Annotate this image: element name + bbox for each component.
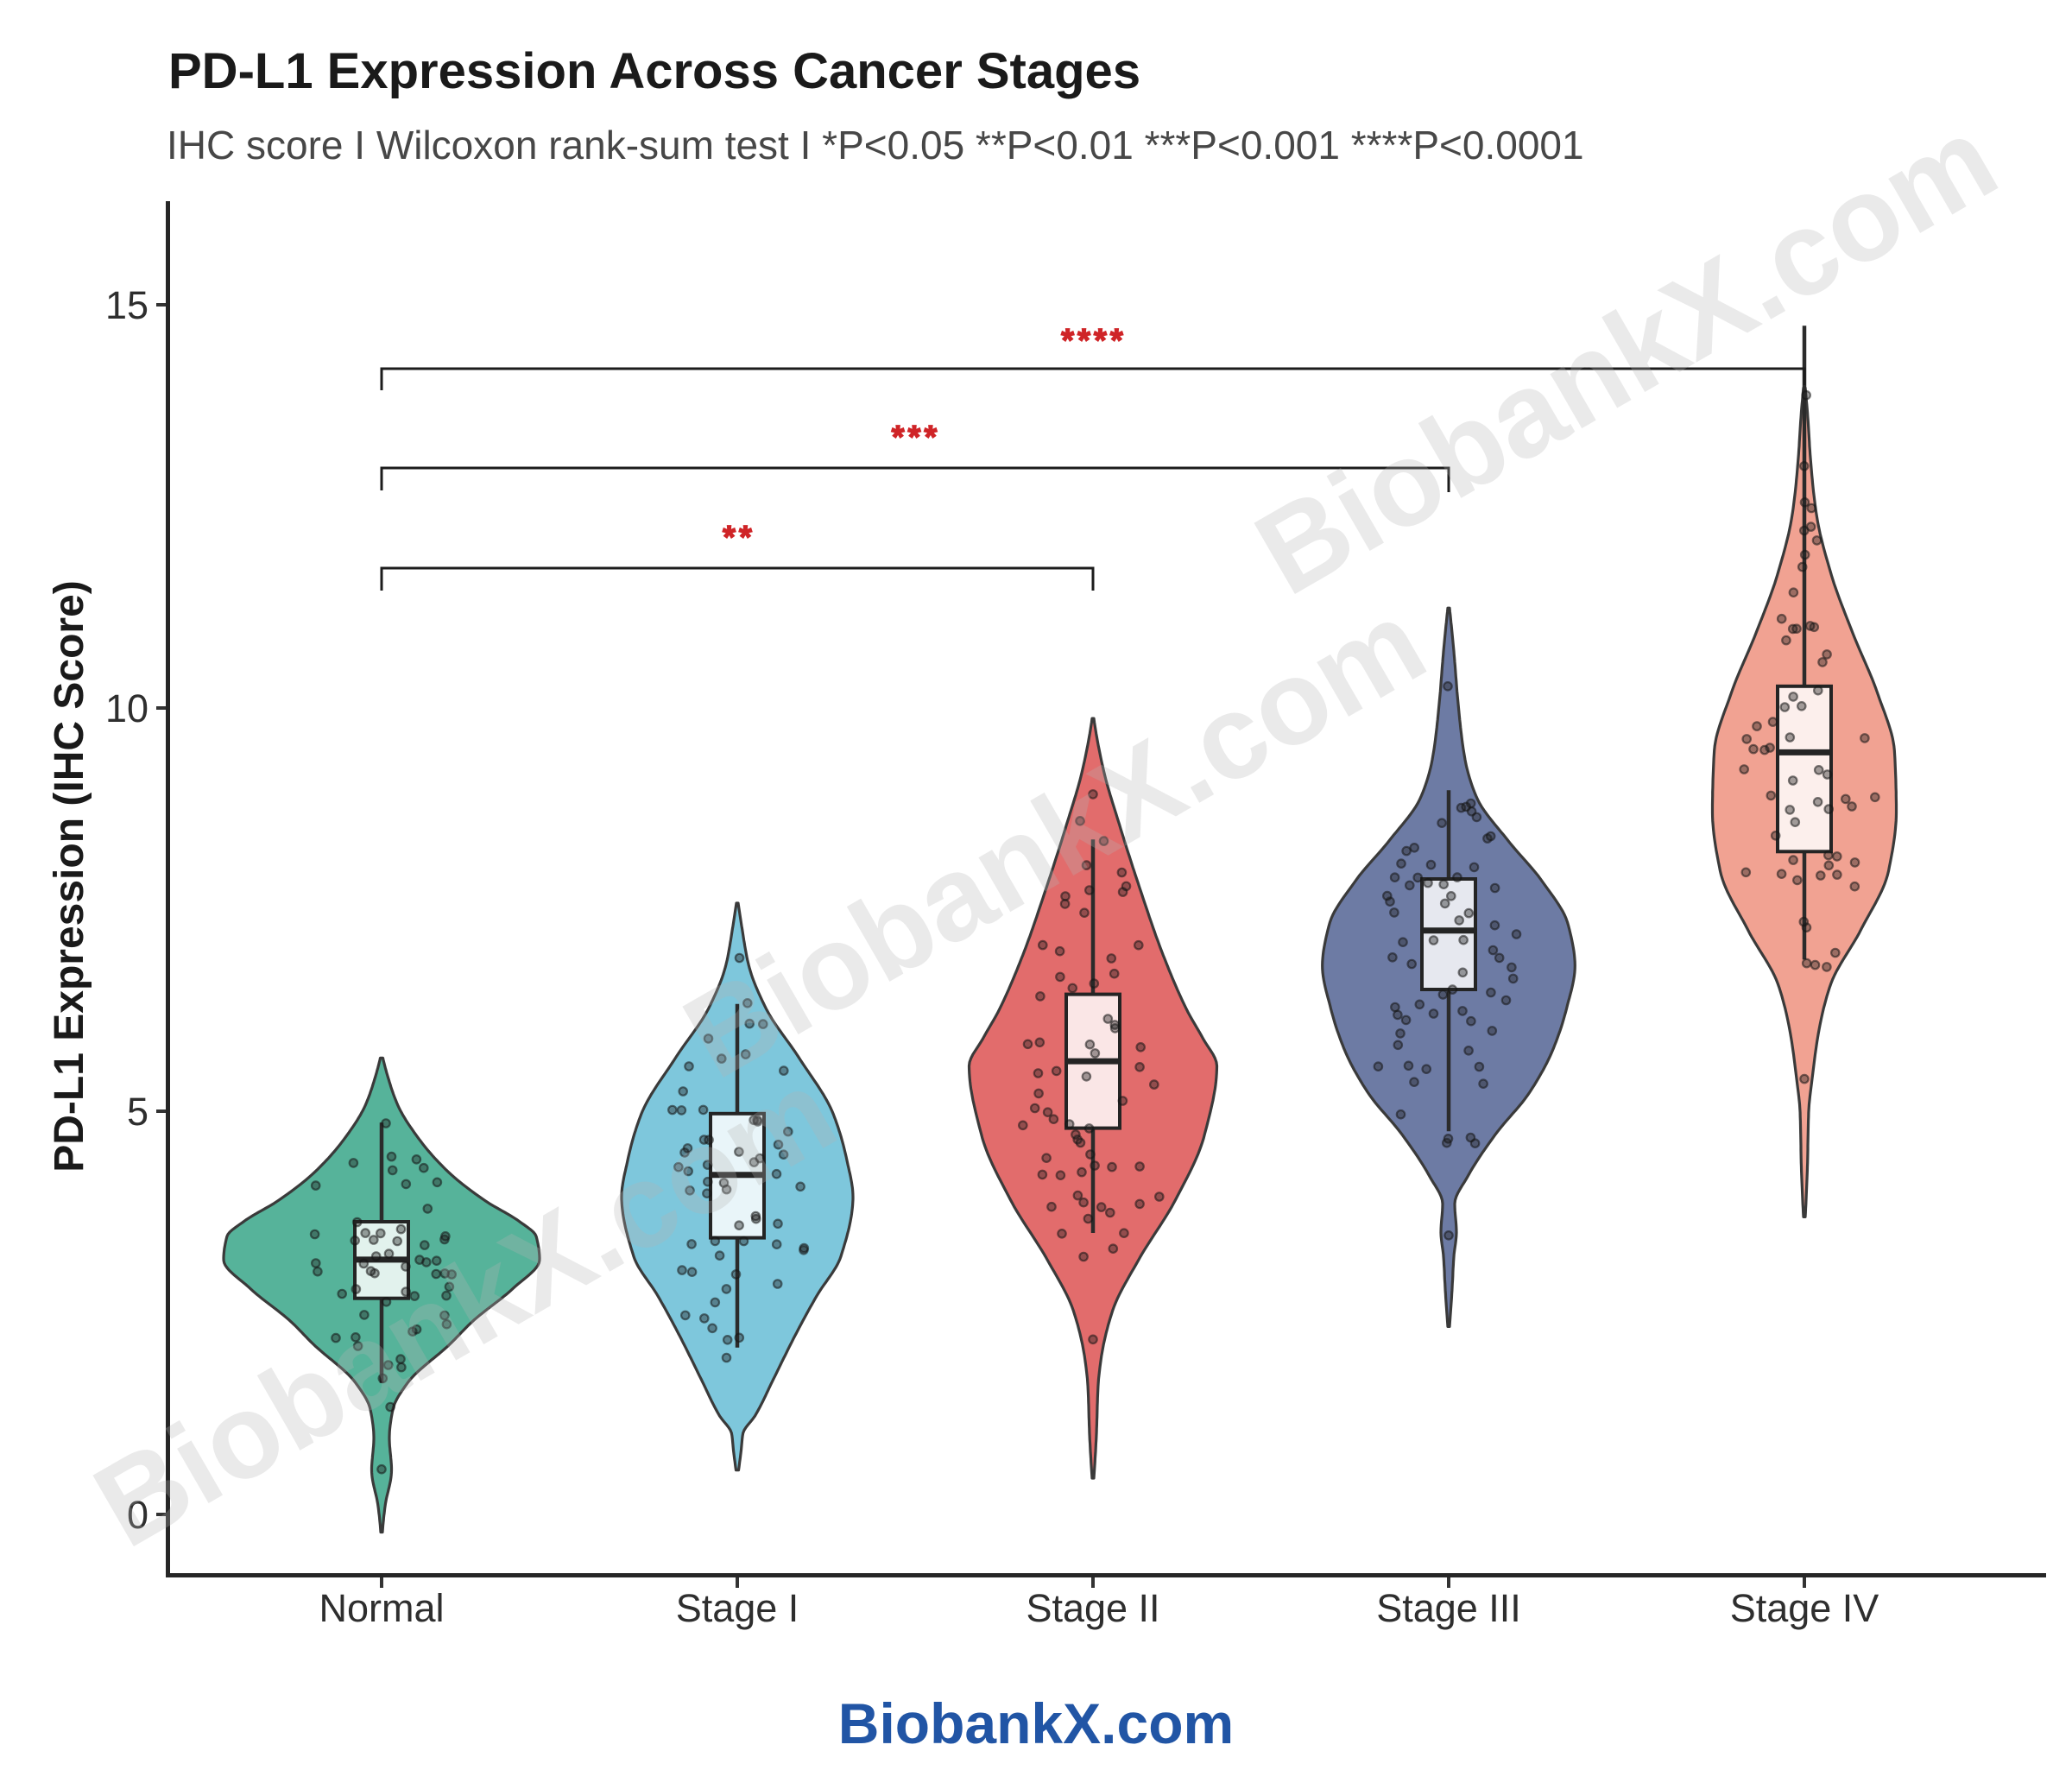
svg-text:0: 0 — [127, 1493, 148, 1537]
svg-text:PD-L1 Expression (IHC Score): PD-L1 Expression (IHC Score) — [47, 580, 92, 1173]
svg-text:BiobankX.com: BiobankX.com — [838, 1691, 1234, 1755]
svg-text:Stage IV: Stage IV — [1730, 1586, 1879, 1630]
svg-text:15: 15 — [105, 283, 148, 327]
svg-text:Stage I: Stage I — [676, 1586, 799, 1630]
svg-text:Normal: Normal — [319, 1586, 444, 1630]
svg-text:PD-L1 Expression Across Cancer: PD-L1 Expression Across Cancer Stages — [168, 43, 1140, 99]
svg-text:5: 5 — [127, 1090, 148, 1134]
svg-text:10: 10 — [105, 686, 148, 730]
svg-text:Stage II: Stage II — [1026, 1586, 1159, 1630]
svg-text:IHC score I Wilcoxon rank-sum: IHC score I Wilcoxon rank-sum test I *P<… — [167, 123, 1584, 168]
svg-text:Stage III: Stage III — [1376, 1586, 1521, 1630]
